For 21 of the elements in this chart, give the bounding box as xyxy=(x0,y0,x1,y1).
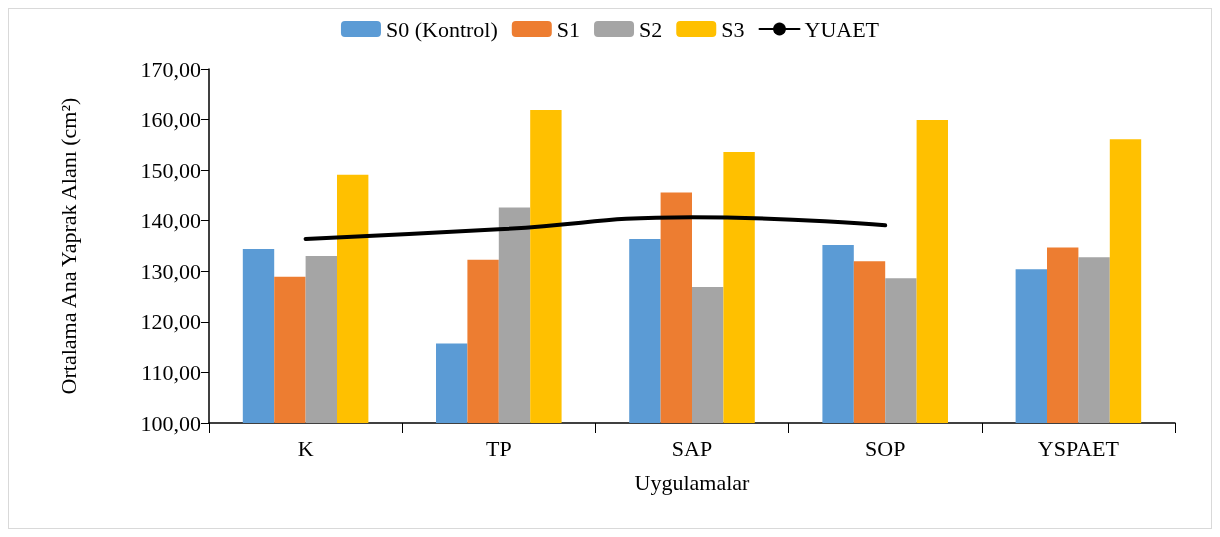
legend-label: S3 xyxy=(721,16,745,42)
y-tick-label: 160,00 xyxy=(140,107,201,133)
y-tick-label: 150,00 xyxy=(140,157,201,183)
line-series xyxy=(303,215,888,241)
y-tick-label: 120,00 xyxy=(140,309,201,335)
y-tick-label: 140,00 xyxy=(140,208,201,234)
y-tick-label: 170,00 xyxy=(140,56,201,82)
y-axis-title: Ortalama Ana Yaprak Alanı (cm²) xyxy=(55,97,81,395)
legend-label: S2 xyxy=(639,16,663,42)
x-axis-title: Uygulamalar xyxy=(634,469,751,495)
y-tick-label: 110,00 xyxy=(141,359,201,385)
legend-label: S0 (Kontrol) xyxy=(385,16,498,42)
x-tick-label: SOP xyxy=(865,435,906,461)
y-tick-label: 100,00 xyxy=(140,410,201,436)
y-tick-label: 130,00 xyxy=(140,258,201,284)
x-tick-label: SAP xyxy=(671,435,713,461)
x-tick-label: YSPAET xyxy=(1037,435,1120,461)
legend-label: YUAET xyxy=(804,16,880,42)
x-tick-label: TP xyxy=(485,435,512,461)
x-tick-label: K xyxy=(297,435,314,461)
legend-label: S1 xyxy=(556,16,581,42)
